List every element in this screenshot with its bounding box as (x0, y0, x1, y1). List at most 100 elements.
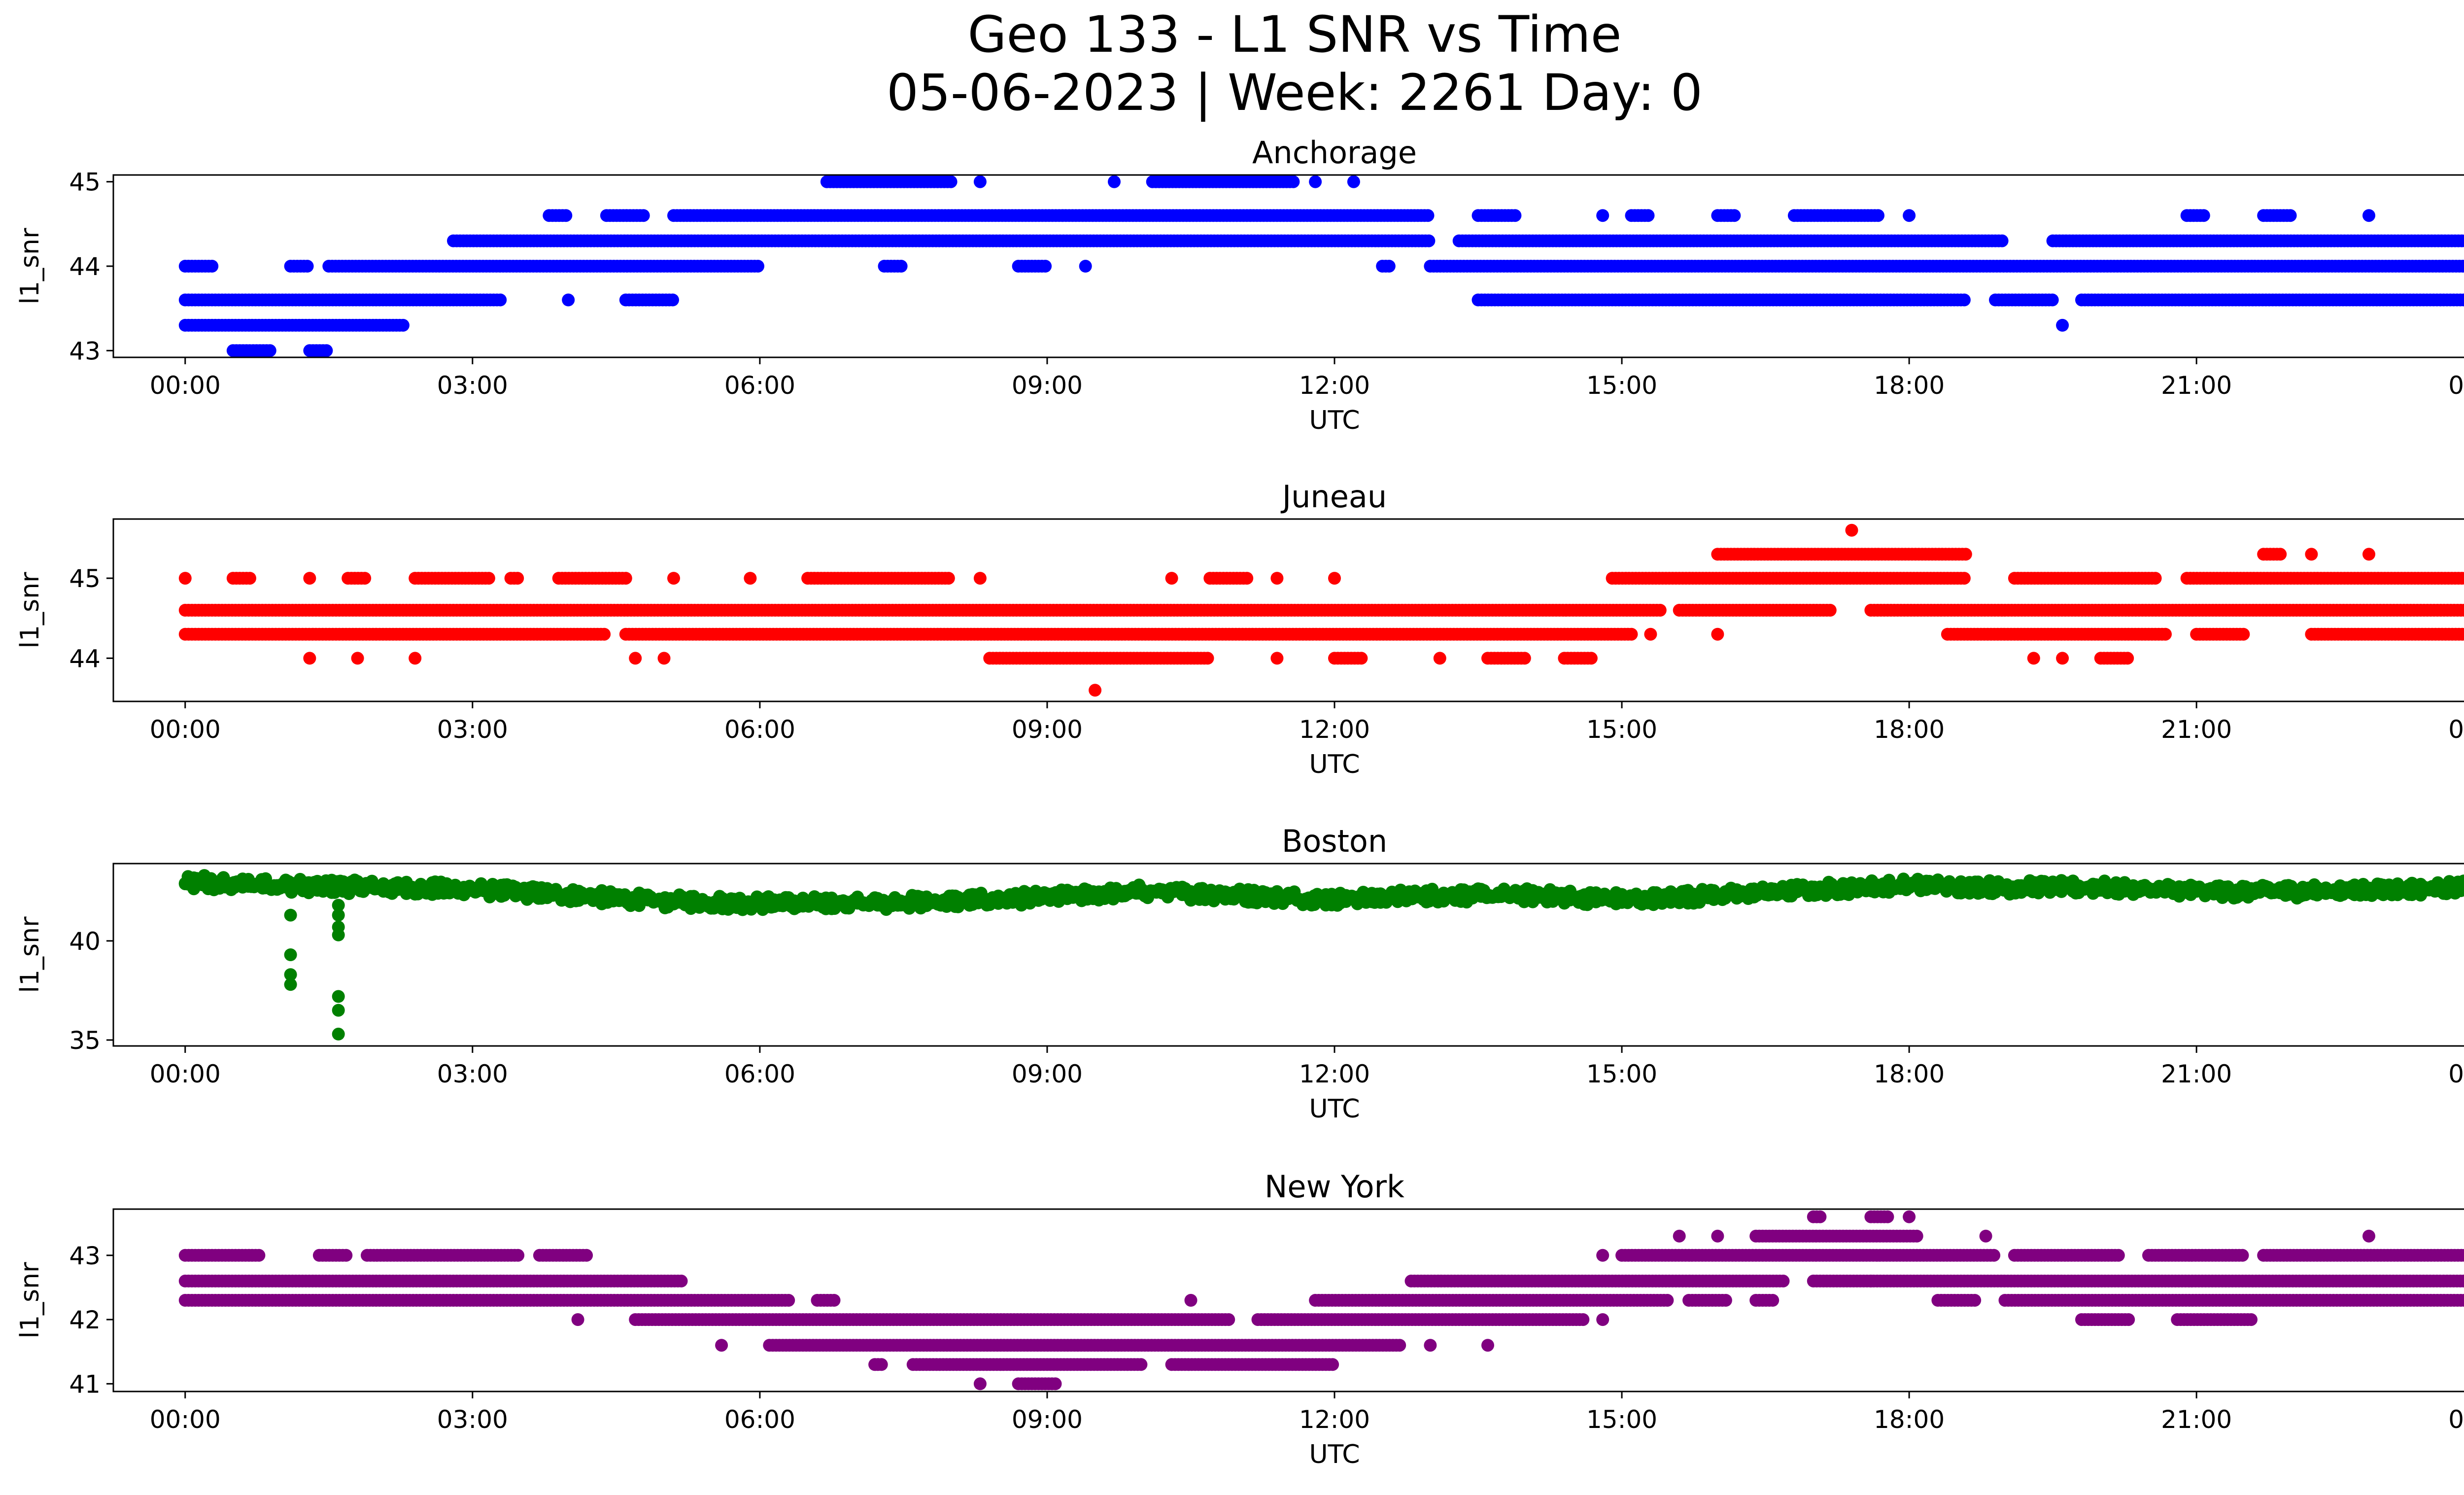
data-point (1625, 627, 1638, 641)
y-axis-label: l1_snr (15, 572, 45, 649)
x-tick-label: 00:00 (2448, 371, 2464, 400)
y-tick-label: 45 (69, 168, 101, 197)
data-point (1711, 627, 1724, 641)
data-point (894, 260, 908, 273)
x-tick-label: 06:00 (724, 371, 795, 400)
data-point (2046, 293, 2059, 307)
data-point (1079, 260, 1092, 273)
data-point (1823, 604, 1837, 617)
data-points (178, 869, 2464, 1041)
data-point (2149, 572, 2162, 585)
data-point (666, 293, 679, 307)
data-point (178, 572, 192, 585)
data-point (1728, 209, 1741, 222)
data-point (2284, 209, 2297, 222)
x-tick-label: 21:00 (2161, 715, 2232, 744)
x-tick-label: 21:00 (2161, 371, 2232, 400)
x-tick-label: 12:00 (1299, 371, 1370, 400)
x-tick-label: 03:00 (437, 371, 508, 400)
x-tick-label: 09:00 (1012, 371, 1083, 400)
data-point (1653, 604, 1667, 617)
data-point (205, 260, 219, 273)
data-point (1421, 209, 1435, 222)
data-point (1596, 209, 1609, 222)
data-point (1642, 209, 1655, 222)
figure-title-line1: Geo 133 - L1 SNR vs Time (968, 5, 1622, 64)
data-point (1240, 572, 1254, 585)
data-point (351, 652, 364, 665)
data-point (396, 318, 410, 332)
data-point (494, 293, 507, 307)
data-point (1355, 652, 1368, 665)
x-tick-label: 15:00 (1586, 371, 1657, 400)
data-point (1518, 652, 1531, 665)
data-point (1959, 548, 1972, 561)
x-tick-label: 15:00 (1586, 715, 1657, 744)
x-tick-label: 12:00 (1299, 715, 1370, 744)
data-point (1584, 652, 1598, 665)
x-tick-label: 09:00 (1012, 715, 1083, 744)
data-point (1201, 652, 1214, 665)
y-tick-label: 43 (69, 337, 101, 365)
subplot-title: Boston (1282, 823, 1387, 859)
data-point (1039, 260, 1052, 273)
data-point (619, 572, 632, 585)
data-point (2056, 318, 2069, 332)
data-point (973, 175, 987, 188)
data-point (1089, 684, 1102, 697)
data-point (1270, 652, 1284, 665)
data-point (243, 572, 256, 585)
data-point (263, 344, 276, 357)
data-point (303, 572, 316, 585)
data-point (1347, 175, 1360, 188)
data-point (358, 572, 372, 585)
data-point (2362, 548, 2375, 561)
data-point (1108, 175, 1121, 188)
data-point (942, 572, 955, 585)
data-point (973, 572, 987, 585)
x-tick-label: 18:00 (1874, 371, 1945, 400)
data-point (2027, 652, 2040, 665)
data-point (2460, 260, 2464, 273)
data-point (320, 344, 333, 357)
x-tick-label: 03:00 (437, 715, 508, 744)
data-point (2461, 294, 2464, 306)
data-point (2197, 209, 2210, 222)
data-point (482, 572, 495, 585)
x-axis-label: UTC (1309, 406, 1360, 435)
subplot-title: Juneau (1280, 479, 1387, 515)
data-point (562, 293, 575, 307)
data-point (1422, 234, 1436, 247)
data-point (1309, 175, 1322, 188)
data-point (1328, 572, 1341, 585)
data-point (1957, 572, 1971, 585)
y-tick-label: 44 (69, 252, 101, 281)
data-point (752, 260, 764, 273)
data-point (1845, 523, 1858, 537)
data-point (2237, 627, 2250, 641)
data-point (1957, 293, 1971, 307)
data-point (1287, 175, 1300, 188)
x-tick-label: 00:00 (150, 715, 221, 744)
x-tick-label: 06:00 (724, 715, 795, 744)
subplot-juneau: Juneau 00:00 03:00 06:00 09:00 12:00 15:00 18:0… (15, 479, 2464, 779)
data-point (637, 209, 650, 222)
data-point (2274, 548, 2287, 561)
data-point (1270, 572, 1284, 585)
data-point (2462, 236, 2464, 245)
data-point (629, 652, 642, 665)
data-point (2121, 652, 2134, 665)
subplots: Anchorage 00:00 03:00 06:00 09:00 12:00 15:00 1… (15, 135, 2464, 1469)
data-point (744, 572, 757, 585)
data-point (1995, 234, 2009, 247)
data-point (2056, 652, 2069, 665)
data-point (303, 652, 316, 665)
data-point (598, 627, 611, 641)
subplot-title: Anchorage (1252, 135, 1417, 171)
data-point (511, 572, 524, 585)
data-point (409, 652, 422, 665)
x-tick-label: 18:00 (1874, 715, 1945, 744)
data-point (1903, 209, 1916, 222)
data-point (2459, 234, 2464, 247)
